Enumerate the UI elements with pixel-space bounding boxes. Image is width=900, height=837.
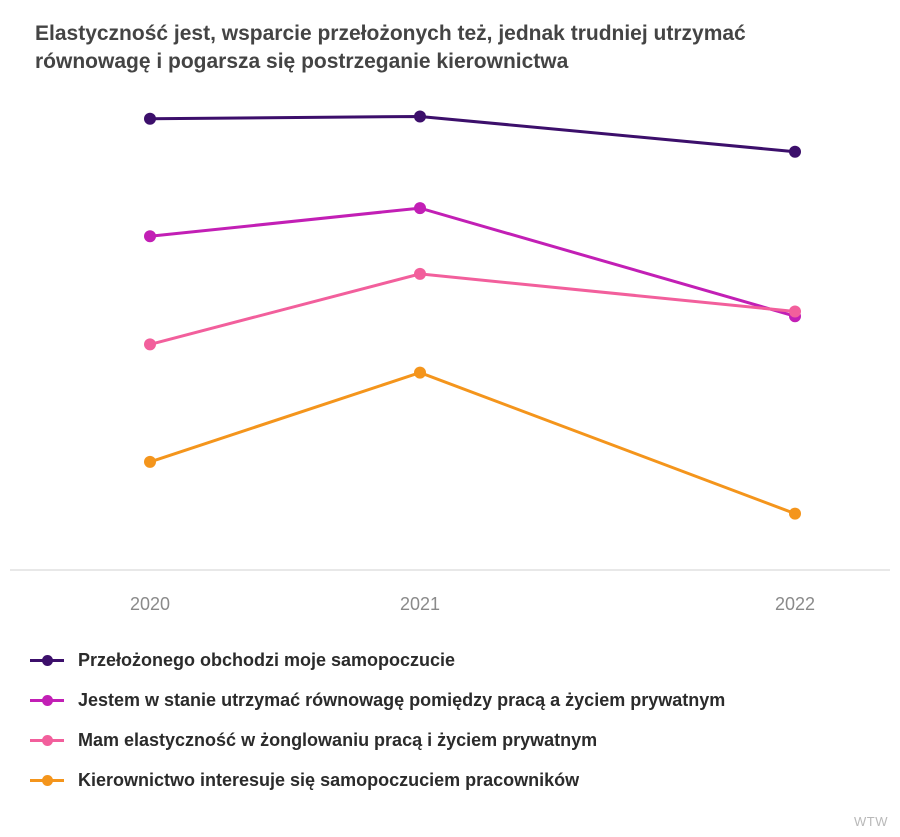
chart-title: Elastyczność jest, wsparcie przełożonych… xyxy=(35,20,835,77)
x-axis-label: 2022 xyxy=(775,594,815,615)
legend: Przełożonego obchodzi moje samopoczucie … xyxy=(30,640,870,800)
legend-label: Przełożonego obchodzi moje samopoczucie xyxy=(78,650,455,671)
series-marker xyxy=(414,367,426,379)
series-marker xyxy=(789,306,801,318)
series-marker xyxy=(789,146,801,158)
credit-label: WTW xyxy=(854,814,888,829)
x-axis-label: 2020 xyxy=(130,594,170,615)
legend-label: Jestem w stanie utrzymać równowagę pomię… xyxy=(78,690,725,711)
legend-swatch xyxy=(30,730,64,750)
legend-swatch xyxy=(30,770,64,790)
legend-item: Kierownictwo interesuje się samopoczucie… xyxy=(30,760,870,800)
legend-dot-icon xyxy=(42,735,53,746)
series-marker xyxy=(144,230,156,242)
series-marker xyxy=(414,268,426,280)
legend-item: Mam elastyczność w żonglowaniu pracą i ż… xyxy=(30,720,870,760)
legend-label: Mam elastyczność w żonglowaniu pracą i ż… xyxy=(78,730,597,751)
line-chart xyxy=(0,100,900,590)
legend-item: Przełożonego obchodzi moje samopoczucie xyxy=(30,640,870,680)
legend-dot-icon xyxy=(42,655,53,666)
chart-page: Elastyczność jest, wsparcie przełożonych… xyxy=(0,0,900,837)
series-marker xyxy=(144,456,156,468)
x-axis-label: 2021 xyxy=(400,594,440,615)
series-marker xyxy=(144,113,156,125)
series-marker xyxy=(414,202,426,214)
legend-label: Kierownictwo interesuje się samopoczucie… xyxy=(78,770,579,791)
series-marker xyxy=(414,110,426,122)
legend-swatch xyxy=(30,650,64,670)
legend-swatch xyxy=(30,690,64,710)
legend-item: Jestem w stanie utrzymać równowagę pomię… xyxy=(30,680,870,720)
series-line xyxy=(150,116,795,151)
series-marker xyxy=(789,508,801,520)
chart-svg xyxy=(0,100,900,590)
legend-dot-icon xyxy=(42,695,53,706)
series-line xyxy=(150,373,795,514)
series-marker xyxy=(144,338,156,350)
legend-dot-icon xyxy=(42,775,53,786)
series-line xyxy=(150,208,795,316)
series-line xyxy=(150,274,795,345)
